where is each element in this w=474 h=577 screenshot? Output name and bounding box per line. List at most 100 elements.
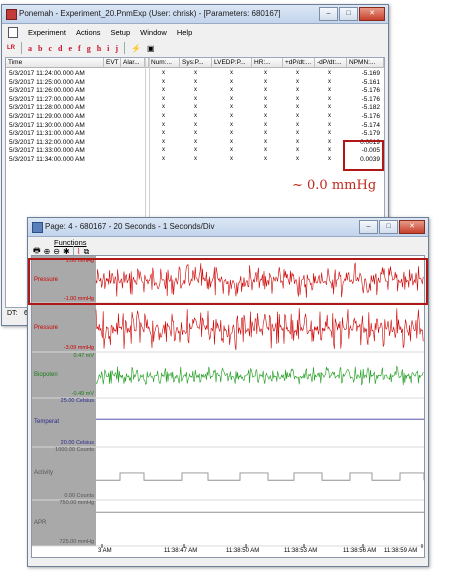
tool-a[interactable]: a [28,43,32,53]
tool-c[interactable]: c [48,43,53,53]
row-npmn-value: -5.176 [361,87,380,95]
row-npmn-value: -5.182 [361,104,380,112]
cell-x: x [296,138,299,145]
column-minus-dpdt[interactable]: -dP/dt:... [315,58,347,68]
main-titlebar[interactable]: Ponemah - Experiment_20.PnmExp (User: ch… [2,5,388,24]
column-time[interactable]: Time [6,58,104,68]
cell-x: x [162,104,165,111]
lightning-icon[interactable]: ⚡ [131,43,142,53]
cell-x: x [194,156,197,162]
cell-x: x [230,87,233,94]
cell-x: x [264,130,267,137]
column-npmn[interactable]: NPMN:... [347,58,384,68]
page-close-button[interactable]: ✕ [399,220,425,234]
page-minimize-button[interactable]: – [359,220,378,234]
cell-x: x [296,147,299,154]
dt-label: DT: [7,310,18,317]
zoom-out-icon[interactable]: ⊖ [53,247,60,256]
channel-trace [95,262,424,298]
column-divider [145,58,146,307]
dt-value: 6 [24,310,28,317]
tool-e[interactable]: e [68,43,73,53]
cell-x: x [328,95,331,102]
tool-j[interactable]: j [115,43,119,53]
tool-g[interactable]: g [86,43,91,53]
event-icon[interactable]: ⌇ [76,247,81,256]
menu-experiment[interactable]: Experiment [28,27,66,37]
cell-x: x [162,113,165,119]
cell-x: x [328,147,331,154]
cell-x: x [194,78,197,85]
highlight-box [343,140,384,171]
cell-x: x [264,113,267,119]
cell-x: x [296,87,299,94]
tool-i[interactable]: i [107,43,110,53]
cell-x: x [230,138,233,145]
page-toolbar: 🖶 ⊕ ⊖ ✱ ⌇ ⧉ [28,245,428,258]
cell-x: x [264,156,267,162]
copy-icon[interactable]: ⧉ [83,246,90,256]
cell-x: x [194,130,197,137]
channel-name: Activity [34,470,54,476]
row-time: 5/3/2017 11:25:00.000 AM [9,78,85,86]
channel-trace [95,308,424,351]
cell-x: x [194,70,197,76]
cell-x: x [194,121,197,128]
cell-x: x [194,87,197,94]
column-evt[interactable]: EVT [104,58,121,68]
column-hr[interactable]: HR:... [252,58,283,68]
cell-x: x [194,95,197,102]
page-menubar: Functions [28,237,428,248]
zoom-in-icon[interactable]: ⊕ [43,247,51,256]
menu-help[interactable]: Help [176,27,193,37]
row-npmn-value: -5.169 [361,70,380,77]
cell-x: x [296,121,299,128]
waveform-chart[interactable]: Pressure 1.00 mmHg -1.00 mmHg Pressure -3.09… [28,255,428,558]
cell-x: x [162,78,165,85]
row-npmn-value: 0.0039 [360,156,380,163]
cell-x: x [328,121,331,128]
x-tick-label: 11:38:53 AM [284,548,318,554]
print-icon[interactable]: 🖶 [33,245,41,255]
tool-h[interactable]: h [96,43,102,53]
tool-b[interactable]: b [38,43,43,53]
column-plus-dpdt[interactable]: +dP/dt:... [283,58,315,68]
channel-top-scale: 750.00 mmHg [59,500,94,506]
channel-bottom-scale: 0.00 Counts [64,493,94,499]
lr-icon[interactable]: LR [7,45,15,51]
column-num[interactable]: Num:... [149,58,180,68]
functions-menu[interactable]: Functions [54,238,87,247]
channel-name: Pressure [34,325,59,331]
column-alarm[interactable]: Alar... [121,58,145,68]
tool-d[interactable]: d [58,43,63,53]
cell-x: x [230,95,233,102]
tool-f[interactable]: f [78,43,81,53]
cell-x: x [194,138,197,145]
cell-x: x [230,147,233,154]
menu-actions[interactable]: Actions [75,27,101,37]
page-titlebar[interactable]: Page: 4 - 680167 - 20 Seconds - 1 Second… [28,218,428,237]
channel-name: Pressure [34,277,59,283]
column-sys[interactable]: Sys:P... [180,58,212,68]
menu-setup[interactable]: Setup [110,27,131,37]
page-maximize-button[interactable]: □ [379,220,398,234]
cell-x: x [328,113,331,119]
channel-top-scale: 25.00 Celsius [60,398,94,404]
column-lvedp[interactable]: LVEDP:P... [212,58,252,68]
toolbar-separator [21,42,22,54]
row-time: 5/3/2017 11:29:00.000 AM [9,113,85,120]
cell-x: x [264,70,267,76]
cell-x: x [264,121,267,128]
cell-x: x [162,87,165,94]
channel-bottom-scale: -0.49 mV [71,391,94,397]
row-npmn-value: 0.0019 [360,138,380,146]
save-icon[interactable]: ▣ [147,43,155,53]
menu-window[interactable]: Window [140,27,167,37]
row-time: 5/3/2017 11:24:00.000 AM [9,70,85,77]
maximize-button[interactable]: □ [339,7,358,21]
minimize-button[interactable]: – [319,7,338,21]
x-tick-label: 3 AM [98,548,112,554]
cell-x: x [264,78,267,85]
crosshair-icon[interactable]: ✱ [62,247,70,256]
close-button[interactable]: ✕ [359,7,385,21]
